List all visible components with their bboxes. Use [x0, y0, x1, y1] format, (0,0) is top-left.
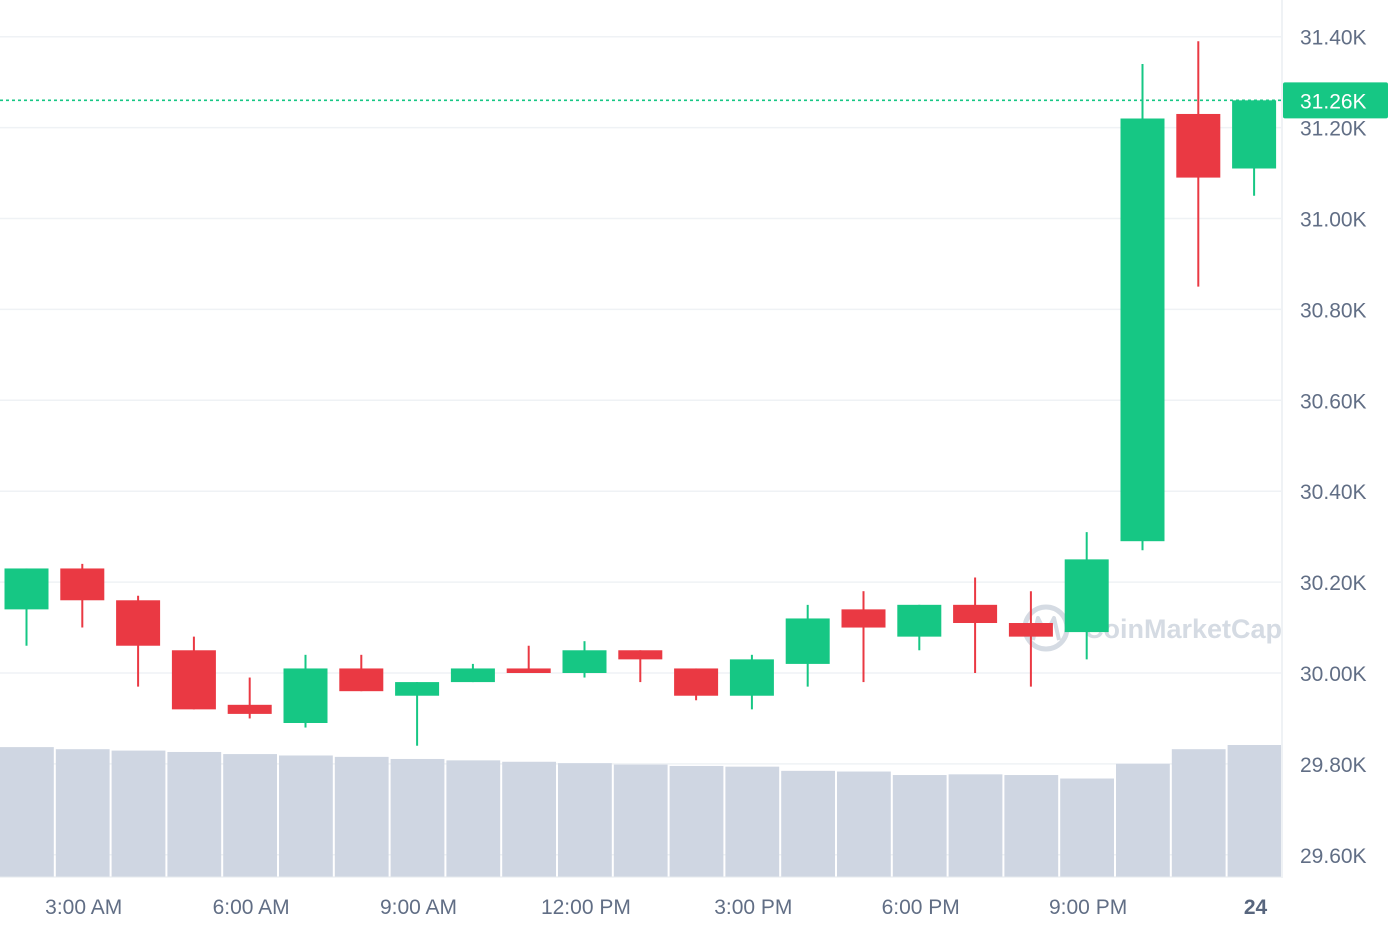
- candle-body: [60, 568, 105, 601]
- candle-body: [897, 604, 942, 637]
- candle-body: [618, 650, 663, 660]
- candle-body: [395, 682, 440, 696]
- x-axis-labels: 3:00 AM 6:00 AM 9:00 AM 12:00 PM 3:00 PM 6:00…: [45, 896, 1267, 919]
- volume-bar: [334, 756, 389, 877]
- volume-bar: [446, 760, 501, 877]
- candle-body: [171, 650, 216, 710]
- volume-bar: [111, 750, 166, 877]
- volume-bar: [669, 765, 724, 877]
- x-tick-label: 3:00 AM: [45, 896, 122, 919]
- candle-body: [116, 600, 161, 646]
- volume-bar: [167, 751, 222, 877]
- candle-up: [729, 654, 774, 710]
- candle-down: [674, 668, 719, 701]
- candle-down: [618, 650, 663, 683]
- x-tick-label: 6:00 PM: [882, 896, 960, 919]
- candle-up: [1232, 100, 1277, 196]
- candle-down: [116, 595, 161, 687]
- volume-bar: [279, 755, 333, 877]
- candle-body: [339, 668, 384, 692]
- candle-down: [339, 654, 384, 692]
- candle-body: [1008, 623, 1053, 637]
- volume-bar: [1004, 775, 1059, 877]
- candle-up: [1120, 63, 1165, 551]
- volume-bar: [1060, 778, 1114, 877]
- candle-body: [450, 668, 495, 683]
- volume-bar: [1171, 749, 1226, 877]
- candle-body: [1120, 118, 1165, 542]
- candle-body: [729, 659, 774, 696]
- y-tick-label: 30.20K: [1300, 572, 1367, 595]
- candle-body: [1232, 100, 1277, 169]
- x-tick-label: 6:00 AM: [213, 896, 290, 919]
- candle-up: [785, 604, 830, 687]
- candle-body: [674, 668, 719, 696]
- volume-bar: [948, 774, 1003, 877]
- y-tick-label: 31.20K: [1300, 118, 1367, 141]
- coinmarketcap-watermark: CoinMarketCap: [1022, 604, 1282, 652]
- watermark-text: CoinMarketCap: [1084, 614, 1282, 644]
- volume-bar: [558, 763, 612, 877]
- candle-down: [506, 645, 551, 673]
- candle-up: [4, 568, 49, 646]
- candle-up: [897, 604, 942, 651]
- y-tick-label: 30.80K: [1300, 299, 1367, 322]
- candle-body: [785, 618, 830, 664]
- y-tick-label: 29.80K: [1300, 754, 1367, 777]
- candle-up: [450, 663, 495, 683]
- volume-bars: [0, 745, 1282, 878]
- candle-down: [227, 677, 272, 719]
- candle-body: [841, 609, 886, 628]
- volume-bar: [390, 758, 445, 877]
- candle-body: [227, 704, 272, 714]
- candle-body: [1064, 559, 1109, 633]
- x-tick-label: 9:00 AM: [380, 896, 457, 919]
- candles: [4, 41, 1277, 746]
- volume-bar: [892, 775, 947, 877]
- candle-down: [953, 577, 998, 673]
- y-tick-label: 30.40K: [1300, 481, 1367, 504]
- y-tick-label: 30.00K: [1300, 663, 1367, 686]
- volume-bar: [502, 761, 556, 877]
- volume-bar: [0, 747, 54, 877]
- x-tick-label: 3:00 PM: [714, 896, 792, 919]
- candle-body: [283, 668, 328, 723]
- y-tick-label: 29.60K: [1300, 845, 1367, 868]
- candle-down: [1008, 591, 1053, 687]
- y-tick-label: 30.60K: [1300, 390, 1367, 413]
- volume-bar: [1116, 763, 1170, 877]
- volume-bar: [781, 770, 835, 877]
- candle-down: [841, 591, 886, 683]
- y-tick-label: 31.00K: [1300, 209, 1367, 232]
- x-tick-label: 12:00 PM: [541, 896, 631, 919]
- volume-bar: [223, 754, 277, 877]
- candle-body: [1176, 113, 1221, 178]
- candle-down: [1176, 41, 1221, 287]
- candle-body: [562, 650, 607, 673]
- volume-bar: [613, 764, 668, 877]
- candle-up: [1064, 532, 1109, 660]
- y-tick-label: 31.40K: [1300, 27, 1367, 50]
- candle-body: [4, 568, 49, 610]
- current-price-tag: 31.26K: [1283, 82, 1388, 119]
- candle-up: [562, 641, 607, 678]
- x-tick-label: 9:00 PM: [1049, 896, 1127, 919]
- candle-down: [171, 636, 216, 710]
- candle-body: [953, 604, 998, 624]
- grid-lines: [0, 35, 1282, 856]
- x-tick-label: 24: [1244, 896, 1268, 919]
- volume-bar: [1227, 745, 1282, 877]
- candle-up: [283, 654, 328, 728]
- candle-down: [60, 563, 105, 628]
- candle-body: [506, 668, 551, 673]
- candle-up: [395, 682, 440, 746]
- volume-bar: [725, 766, 780, 877]
- volume-bar: [837, 771, 891, 877]
- current-price-tag-bg: [1283, 82, 1388, 119]
- volume-bar: [55, 749, 110, 877]
- current-price-label: 31.26K: [1300, 90, 1367, 113]
- y-axis-labels: 31.40K 31.20K 31.00K 30.80K 30.60K 30.40K 30.2…: [1300, 27, 1367, 868]
